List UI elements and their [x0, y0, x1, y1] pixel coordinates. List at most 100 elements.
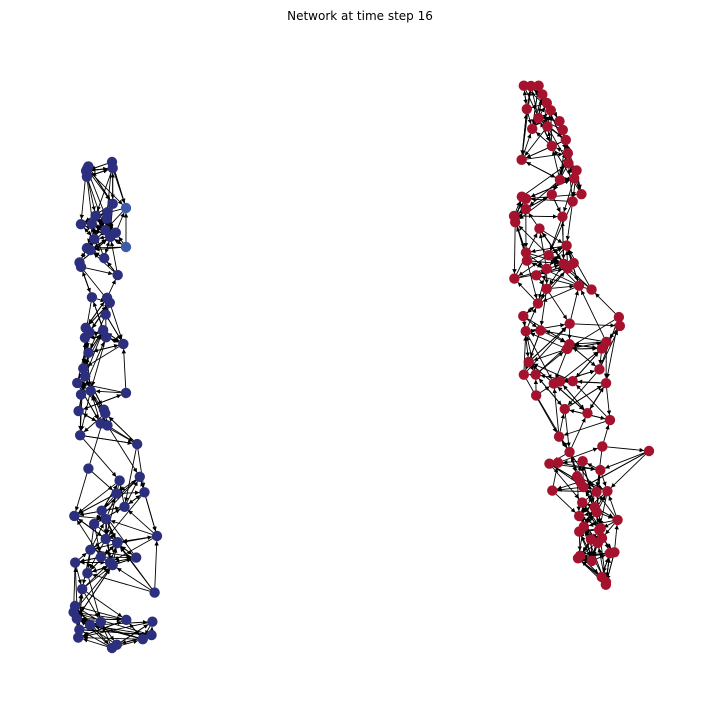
network-node	[69, 557, 81, 568]
network-node-marker	[89, 233, 100, 245]
network-node	[75, 261, 87, 273]
network-edge	[119, 546, 152, 589]
network-node-marker	[582, 407, 593, 419]
network-edge	[518, 257, 545, 277]
network-node	[571, 165, 582, 176]
network-node	[71, 613, 82, 624]
network-node-marker	[120, 241, 132, 253]
network-node-marker	[83, 161, 94, 172]
network-edge	[79, 175, 87, 220]
network-node	[111, 639, 123, 650]
network-node-marker	[77, 583, 88, 595]
network-node-marker	[560, 134, 572, 146]
network-node	[523, 356, 534, 368]
network-node	[561, 240, 572, 251]
network-edge	[565, 206, 573, 241]
network-node	[84, 619, 96, 631]
network-node	[614, 320, 626, 332]
network-edge	[555, 493, 576, 513]
network-node	[554, 115, 565, 127]
network-edge	[154, 540, 159, 588]
network-node-marker	[595, 464, 606, 476]
network-node-marker	[69, 510, 80, 522]
network-edge	[547, 131, 552, 142]
network-node	[97, 325, 109, 336]
network-node	[95, 551, 107, 563]
network-edge	[108, 222, 114, 229]
network-node	[72, 377, 83, 389]
network-edge	[517, 281, 535, 301]
network-edge	[586, 463, 597, 469]
figure-title: Network at time step 16	[287, 9, 433, 23]
network-edge	[78, 518, 102, 537]
network-node-marker	[516, 154, 527, 166]
network-edge	[527, 335, 552, 380]
network-node-marker	[614, 320, 626, 332]
network-edge	[543, 230, 563, 244]
network-node-marker	[561, 240, 572, 251]
network-edge	[529, 196, 548, 208]
network-edge	[108, 279, 116, 294]
network-edge	[604, 523, 615, 535]
network-node-marker	[118, 338, 129, 350]
network-node-marker	[139, 487, 150, 498]
network-node-marker	[561, 343, 573, 355]
network-node	[111, 538, 123, 549]
network-node-marker	[119, 501, 130, 513]
network-edge	[91, 341, 106, 387]
network-edge	[87, 346, 120, 367]
network-node	[120, 387, 132, 399]
network-node-marker	[564, 318, 575, 329]
network-node-marker	[597, 441, 608, 452]
network-node-marker	[576, 188, 587, 200]
network-node	[520, 247, 532, 258]
network-node-marker	[554, 376, 566, 387]
network-edge	[524, 130, 545, 157]
network-edge	[124, 448, 137, 503]
network-edge	[110, 539, 116, 544]
network-node	[89, 233, 100, 245]
network-edge	[549, 221, 562, 251]
network-node-marker	[111, 639, 123, 650]
network-edge	[107, 523, 116, 538]
network-edge	[577, 379, 602, 385]
network-node	[563, 158, 574, 169]
network-node	[532, 298, 544, 309]
network-node	[81, 242, 93, 254]
network-edge	[518, 209, 524, 214]
network-node	[559, 403, 570, 415]
network-node-marker	[75, 261, 87, 273]
network-node	[552, 457, 564, 468]
network-node-marker	[594, 524, 605, 536]
network-edge	[78, 495, 113, 514]
network-node-marker	[88, 518, 100, 530]
network-node	[83, 463, 94, 474]
network-edge	[562, 384, 585, 410]
network-edge	[530, 332, 563, 348]
network-node-marker	[84, 326, 95, 338]
network-node	[147, 616, 158, 627]
network-edge	[89, 172, 111, 201]
network-node-marker	[147, 616, 158, 627]
network-node	[102, 420, 113, 431]
network-edge	[572, 347, 596, 367]
network-edge	[530, 245, 562, 254]
network-node-marker	[83, 463, 94, 474]
network-node	[573, 510, 585, 522]
network-edge	[540, 386, 550, 394]
network-node	[137, 634, 148, 645]
network-node	[586, 555, 597, 567]
network-node	[553, 431, 565, 442]
network-edge	[557, 386, 584, 411]
network-node-marker	[146, 629, 157, 641]
network-node-marker	[75, 219, 87, 230]
network-node	[534, 223, 545, 234]
network-edge	[78, 552, 87, 560]
network-edge	[540, 107, 545, 114]
network-node-marker	[530, 390, 542, 401]
network-node	[596, 571, 607, 583]
network-edge	[614, 524, 619, 548]
network-node	[100, 225, 111, 236]
network-node	[86, 292, 98, 303]
